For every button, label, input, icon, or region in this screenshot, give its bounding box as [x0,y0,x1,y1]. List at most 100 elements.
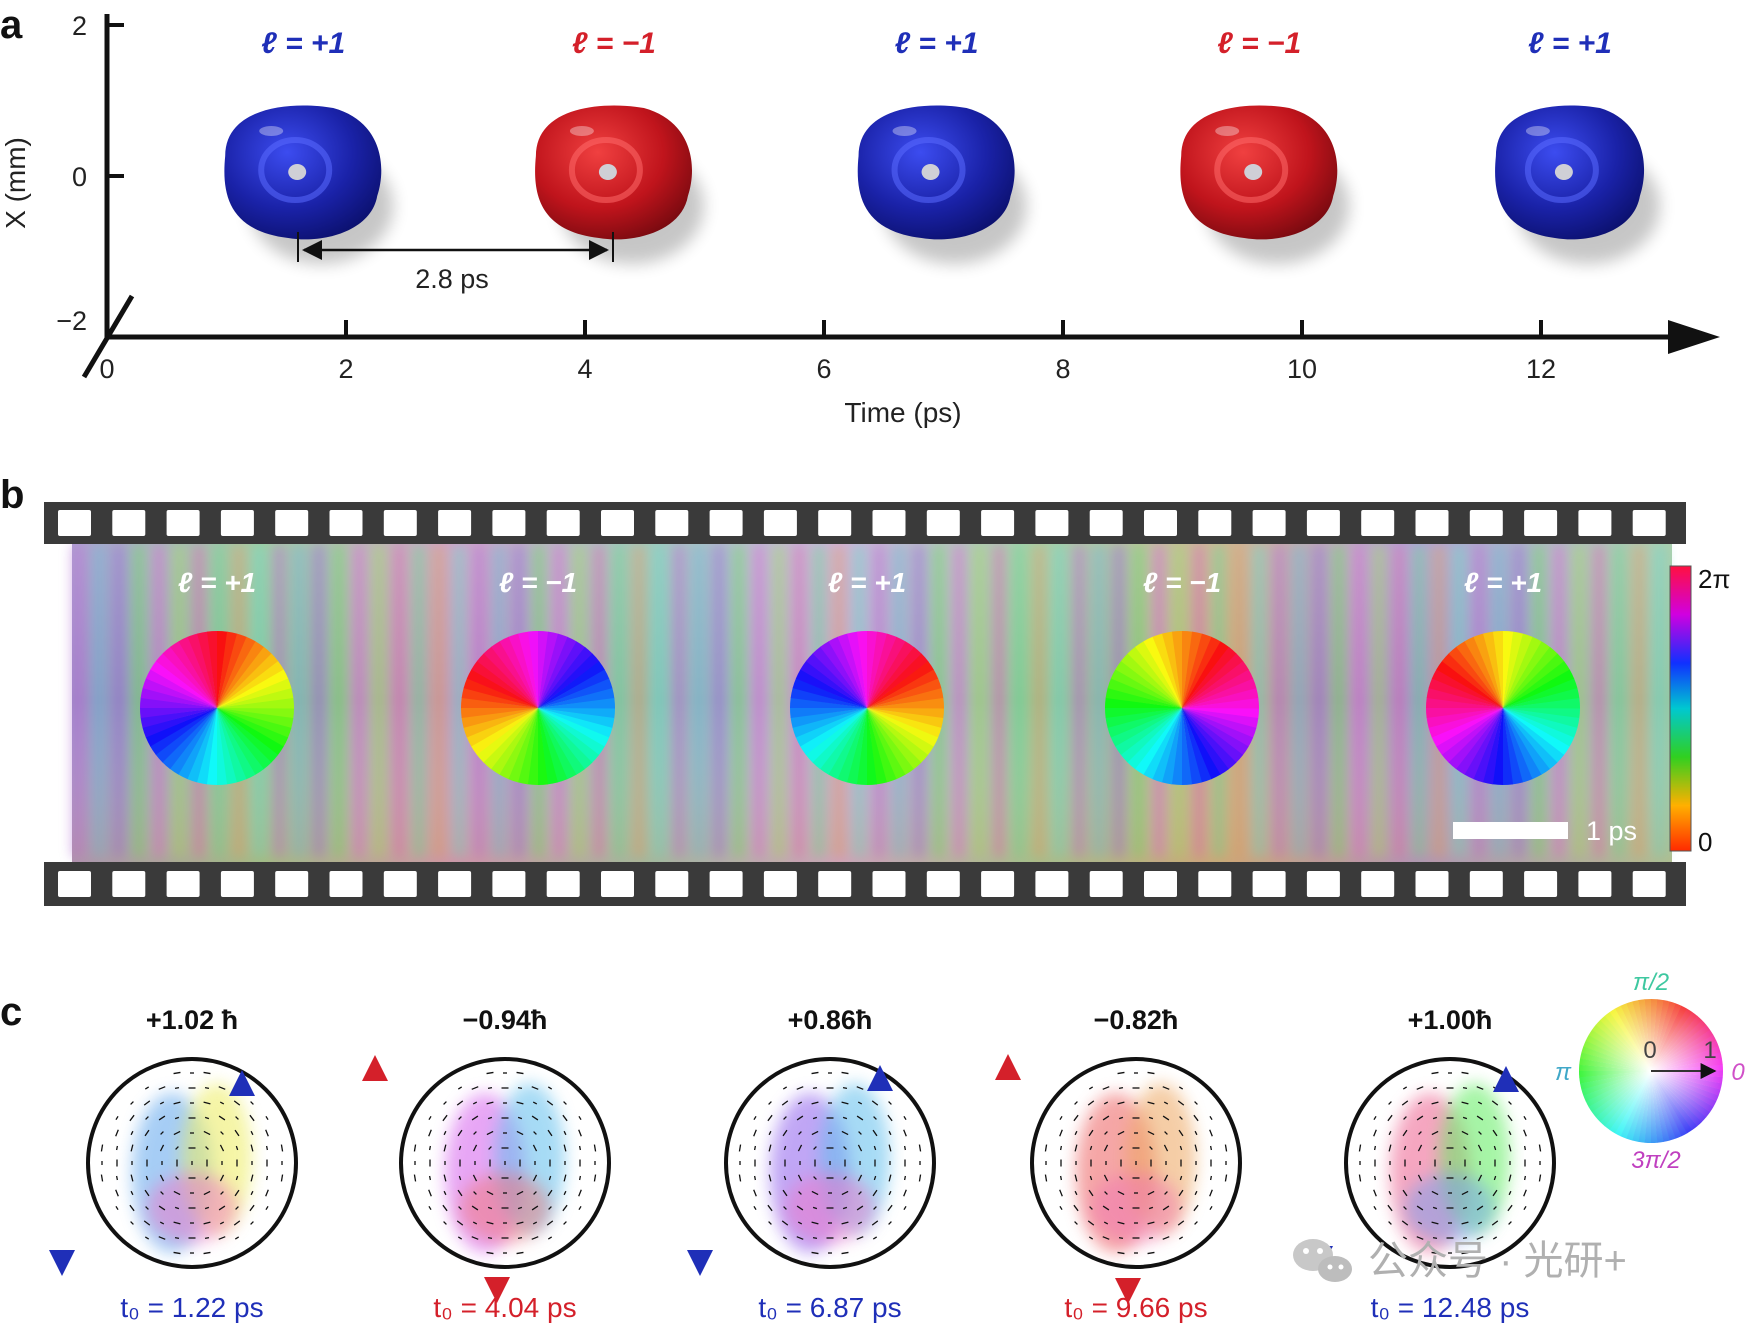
sprocket-hole [926,510,960,536]
time-label: t₀ = 1.22 ps [120,1292,263,1323]
rotation-marker [867,1065,893,1091]
vortex-charge-label: ℓ = +1 [261,27,345,60]
sprocket-hole [926,871,960,897]
panel-letter-a: a [0,3,23,47]
phase-disc [140,630,294,785]
sprocket-hole [438,871,472,897]
filmstrip-sprockets [58,510,1666,897]
colorbar-top-label: 2π [1698,564,1730,594]
sprocket-hole [1632,871,1666,897]
sprocket-hole [220,510,254,536]
filmstrip-bottom [44,862,1686,906]
panel-b: ℓ = +1 ℓ = −1 ℓ = +1 ℓ = −1 ℓ = +1 1 ps 2π 0 [44,502,1730,906]
vortex-charge-label: ℓ = −1 [1217,27,1301,60]
panel-c: +1.02 ħ t₀ = 1.22 ps −0.94ħ t₀ = 4.04 ps +0.… [49,1005,1556,1323]
sprocket-hole [546,510,580,536]
panel-letter-c: c [0,990,22,1034]
sprocket-hole [1469,871,1503,897]
wheel-label-bottom: 3π/2 [1631,1147,1680,1174]
phase-disc [790,630,944,785]
wechat-icon [1293,1239,1352,1282]
color-wheel-legend: π/2 π 0 3π/2 0 1 [1555,969,1745,1174]
sprocket-hole [383,871,417,897]
momentum-map [1307,1057,1556,1272]
sprocket-hole [275,510,309,536]
rotation-marker [1493,1066,1519,1092]
vortex-charge-label: ℓ = +1 [895,27,979,60]
sprocket-hole [1361,871,1395,897]
wheel-label-right: 0 [1731,1059,1745,1086]
sprocket-hole [1578,871,1612,897]
sprocket-hole [492,871,526,897]
wheel-radial-start: 0 [1643,1037,1656,1064]
y-ticks: 2 0 −2 [56,11,124,336]
x-tick-label: 2 [338,354,353,384]
momentum-label: +1.02 ħ [146,1005,238,1035]
rotation-marker [687,1250,713,1276]
phase-disc [461,630,615,785]
sprocket-hole [275,871,309,897]
sprocket-hole [58,871,91,897]
sprocket-hole [981,871,1015,897]
y-tick-label: 2 [72,11,87,41]
frame-charge-label: ℓ = −1 [1143,567,1221,598]
y-tick-label: 0 [72,162,87,192]
rotation-marker [49,1250,75,1276]
sprocket-hole [1524,871,1558,897]
time-axis-arrowhead [1668,320,1720,354]
sprocket-hole [1632,510,1666,536]
sprocket-hole [220,871,254,897]
interval-label: 2.8 ps [415,264,489,294]
rotation-marker [484,1277,510,1303]
sprocket-hole [329,871,363,897]
frame-charge-label: ℓ = −1 [499,567,577,598]
sprocket-hole [1361,510,1395,536]
sprocket-hole [1306,871,1340,897]
sprocket-hole [1144,871,1177,897]
sprocket-hole [1089,871,1123,897]
phase-discs: ℓ = +1 ℓ = −1 ℓ = +1 ℓ = −1 ℓ = +1 [140,567,1580,785]
vortex-charge-label: ℓ = +1 [1528,27,1612,60]
momentum-label: −0.94ħ [463,1005,548,1035]
sprocket-hole [981,510,1015,536]
sprocket-hole [601,871,634,897]
vortex-blob [535,105,704,264]
x-ticks: 0 2 4 6 8 10 12 [99,320,1556,384]
beam-outline [1030,1057,1242,1269]
momentum-label: +1.00ħ [1408,1005,1493,1035]
sprocket-hole [1252,510,1286,536]
sprocket-hole [546,871,580,897]
sprocket-hole [1415,871,1449,897]
rotation-marker [995,1054,1021,1080]
scale-bar-label: 1 ps [1586,816,1637,846]
beam-outline [1344,1057,1556,1269]
wheel-label-top: π/2 [1633,969,1669,996]
frame-charge-label: ℓ = +1 [1464,567,1542,598]
sprocket-hole [1035,871,1069,897]
momentum-map [687,1057,936,1276]
x-tick-label: 0 [99,354,114,384]
sprocket-hole [112,871,146,897]
frame-charge-label: ℓ = +1 [828,567,906,598]
sprocket-hole [1306,510,1340,536]
sprocket-hole [1198,871,1232,897]
sprocket-hole [1469,510,1503,536]
sprocket-hole [818,510,852,536]
watermark-text: 公众号 · 光研+ [1368,1239,1627,1283]
sprocket-hole [1415,510,1449,536]
vortex-blob [1495,105,1660,264]
momentum-label: +0.86ħ [788,1005,873,1035]
panel-a: 2 0 −2 X (mm) 0 2 4 6 8 10 12 Time (ps) ℓ = +1… [0,11,1720,428]
sprocket-hole [1089,510,1123,536]
rotation-marker [362,1055,388,1081]
x-tick-label: 8 [1055,354,1070,384]
sprocket-hole [655,510,689,536]
vortex-blob [224,105,394,264]
sprocket-hole [112,510,146,536]
phase-disc [1426,630,1580,785]
y-tick-label: −2 [56,306,87,336]
sprocket-hole [329,510,363,536]
sprocket-hole [709,871,743,897]
vortex-charge-label: ℓ = −1 [572,27,656,60]
